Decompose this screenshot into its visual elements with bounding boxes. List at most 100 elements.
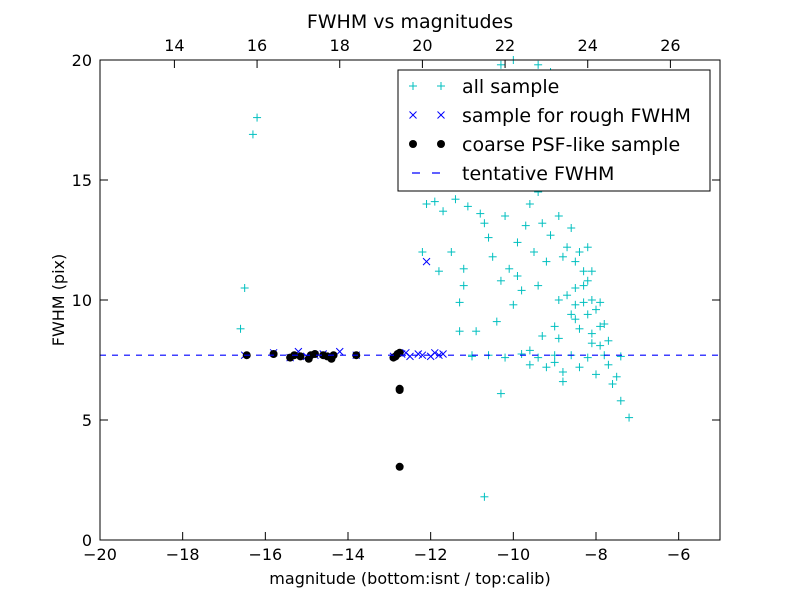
data-point <box>472 327 481 336</box>
data-point <box>447 248 456 256</box>
data-point <box>496 60 505 69</box>
data-point <box>439 207 448 216</box>
data-point <box>496 389 505 398</box>
data-point <box>269 350 278 358</box>
data-point <box>335 347 344 356</box>
data-point <box>253 113 262 122</box>
chart-title: FWHM vs magnitudes <box>307 11 513 33</box>
data-point <box>587 296 596 304</box>
data-point <box>459 281 468 290</box>
x-tick-label: −10 <box>496 545 530 564</box>
data-point <box>616 396 625 405</box>
x-tick-label: −6 <box>667 545 691 564</box>
data-point <box>587 339 596 348</box>
data-point <box>558 252 567 261</box>
legend-swatch <box>409 111 417 119</box>
data-point <box>554 212 563 220</box>
data-point <box>575 363 584 372</box>
y-tick-label: 0 <box>82 531 92 550</box>
data-point <box>451 195 460 204</box>
x-tick-label: −20 <box>83 545 117 564</box>
data-point <box>579 298 588 307</box>
data-point <box>542 257 551 266</box>
data-layer <box>100 56 720 501</box>
data-point <box>484 233 493 242</box>
data-point <box>583 310 592 319</box>
data-point <box>463 202 472 211</box>
data-point <box>546 231 555 240</box>
data-point <box>596 341 605 350</box>
data-point <box>525 360 534 369</box>
data-point <box>455 298 464 307</box>
x-tick-label: −12 <box>414 545 448 564</box>
legend-label-tentative-fwhm: tentative FWHM <box>462 163 614 185</box>
data-point <box>596 298 605 307</box>
legend-label-rough-fwhm: sample for rough FWHM <box>462 105 691 127</box>
legend-label-all-sample: all sample <box>462 76 559 98</box>
data-point <box>513 238 522 247</box>
data-point <box>517 350 526 358</box>
data-point <box>604 336 613 345</box>
data-point <box>418 248 427 256</box>
data-point <box>538 332 547 340</box>
data-point <box>476 209 485 218</box>
data-point <box>240 284 249 292</box>
legend-swatch <box>409 140 417 148</box>
ticks-layer: −20 −18 −16 −14 −12 −10 −8 −6 14 16 18 20 22 24 26 0 5 10… <box>72 36 720 564</box>
data-point <box>554 296 563 304</box>
data-point <box>625 413 634 422</box>
data-point <box>563 291 572 300</box>
top-x-tick-label: 20 <box>412 36 432 55</box>
data-point <box>468 352 476 361</box>
y-axis-label: FWHM (pix) <box>49 254 68 347</box>
legend-box <box>397 69 711 192</box>
data-point <box>492 317 501 326</box>
data-point <box>550 322 559 331</box>
data-point <box>521 221 530 230</box>
y-tick-label: 20 <box>72 51 92 70</box>
data-point <box>563 243 572 252</box>
data-point <box>236 324 245 333</box>
data-point <box>525 346 534 355</box>
data-point <box>296 352 305 361</box>
data-point <box>571 300 580 309</box>
data-point <box>579 281 588 290</box>
data-point <box>418 351 427 360</box>
top-x-tick-label: 14 <box>164 36 184 55</box>
data-point <box>530 248 538 256</box>
data-point <box>608 380 617 388</box>
data-point <box>583 243 592 252</box>
data-point <box>554 334 563 343</box>
data-point <box>534 281 543 290</box>
data-point <box>513 272 522 280</box>
data-point <box>422 257 431 266</box>
data-point <box>575 248 584 256</box>
data-point <box>395 386 404 394</box>
data-point <box>583 276 592 285</box>
legend-label-psf-like: coarse PSF-like sample <box>462 134 680 156</box>
data-point <box>604 360 613 369</box>
data-point <box>517 286 526 295</box>
data-point <box>550 358 559 367</box>
data-point <box>567 310 576 319</box>
legend-swatch <box>437 111 445 119</box>
x-tick-label: −14 <box>331 545 365 564</box>
data-point <box>534 353 543 362</box>
data-point <box>579 267 588 276</box>
x-tick-label: −8 <box>584 545 608 564</box>
legend: all sample sample for rough FWHM coarse … <box>397 69 711 192</box>
data-point <box>439 350 447 358</box>
data-point <box>596 322 605 331</box>
data-point <box>583 353 592 362</box>
legend-markers <box>409 82 448 174</box>
legend-swatch <box>437 140 445 148</box>
data-point <box>310 350 319 358</box>
data-point <box>612 372 621 381</box>
data-point <box>558 368 567 376</box>
data-point <box>592 370 600 379</box>
data-point <box>600 320 609 328</box>
series-2 <box>242 348 404 471</box>
data-point <box>571 284 580 292</box>
data-point <box>501 353 510 362</box>
